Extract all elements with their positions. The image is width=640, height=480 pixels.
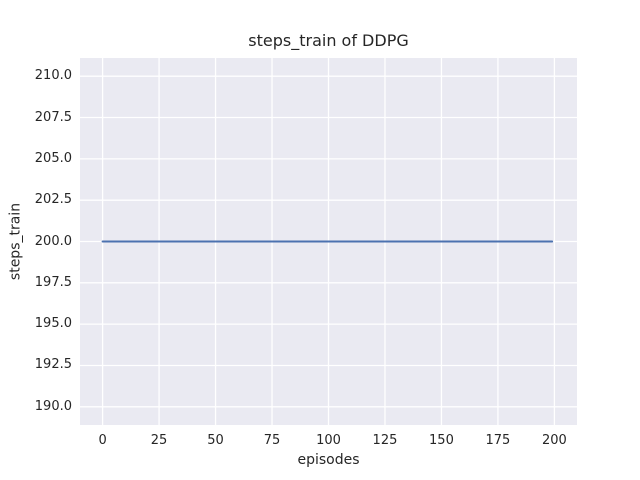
y-tick-label: 200.0 [34, 233, 72, 249]
x-tick-label: 125 [372, 433, 398, 448]
x-tick-label: 25 [150, 433, 168, 448]
y-tick-label: 190.0 [34, 398, 72, 414]
x-tick-label: 175 [485, 433, 511, 448]
y-tick-label: 210.0 [34, 68, 72, 84]
y-tick-label: 195.0 [34, 316, 72, 332]
x-tick-label: 100 [316, 433, 341, 448]
plot-area [80, 58, 577, 425]
x-tick-label: 200 [541, 433, 567, 448]
y-tick-label: 192.5 [34, 357, 72, 373]
y-tick-label: 202.5 [34, 192, 72, 208]
x-axis-label: episodes [297, 452, 360, 468]
y-tick-label: 197.5 [34, 274, 72, 290]
chart-title: steps_train of DDPG [248, 31, 409, 50]
x-tick-label: 0 [98, 433, 107, 448]
plot-svg [80, 58, 577, 425]
x-tick-label: 50 [207, 433, 224, 448]
x-tick-label: 75 [263, 433, 281, 448]
y-tick-label: 205.0 [34, 150, 72, 166]
x-tick-label: 150 [429, 433, 454, 448]
y-axis-label: steps_train [7, 202, 24, 281]
y-tick-label: 207.5 [34, 109, 72, 125]
